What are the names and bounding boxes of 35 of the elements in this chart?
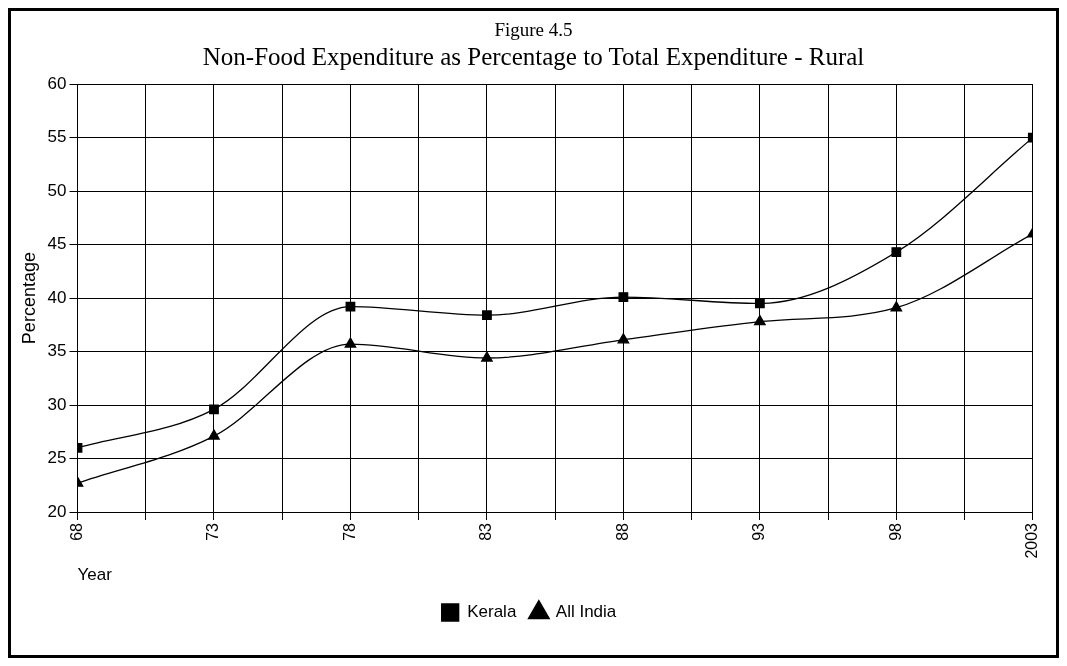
x-tick-label: 68 <box>67 522 85 541</box>
point <box>481 351 493 362</box>
x-tick-label: 98 <box>886 522 904 541</box>
y-tick-label: 20 <box>47 501 67 521</box>
y-tick-label: 50 <box>47 180 67 200</box>
x-tick-label: 93 <box>750 522 768 541</box>
y-tick-label: 60 <box>47 73 67 93</box>
y-tick-label: 55 <box>47 127 67 147</box>
point <box>618 292 629 302</box>
x-tick-label: 83 <box>477 522 495 541</box>
chart-title: Non-Food Expenditure as Percentage to Total Expenditure - Rural <box>201 43 866 71</box>
x-tick-label: 78 <box>340 522 358 541</box>
point <box>482 310 492 321</box>
x-axis-title: Year <box>77 565 113 585</box>
point <box>754 314 766 326</box>
legend-label: Kerala <box>467 602 517 622</box>
point <box>209 404 219 415</box>
y-tick-label: 35 <box>47 341 67 361</box>
point <box>891 247 902 258</box>
legend-label: All India <box>555 602 617 622</box>
x-tick-label: 73 <box>204 522 222 541</box>
point <box>344 337 357 348</box>
caption: Figure 4.5 <box>493 19 574 41</box>
x-tick-label: 2003 <box>1023 522 1041 559</box>
point <box>754 298 765 309</box>
y-axis-title: Percentage <box>18 252 39 345</box>
point <box>890 301 903 312</box>
y-tick-label: 45 <box>47 234 67 254</box>
point <box>617 333 630 344</box>
point <box>208 429 220 440</box>
x-tick-label: 88 <box>613 522 631 541</box>
y-tick-label: 40 <box>47 287 67 307</box>
point <box>345 301 356 312</box>
y-tick-label: 25 <box>47 448 67 468</box>
y-tick-label: 30 <box>47 394 67 414</box>
